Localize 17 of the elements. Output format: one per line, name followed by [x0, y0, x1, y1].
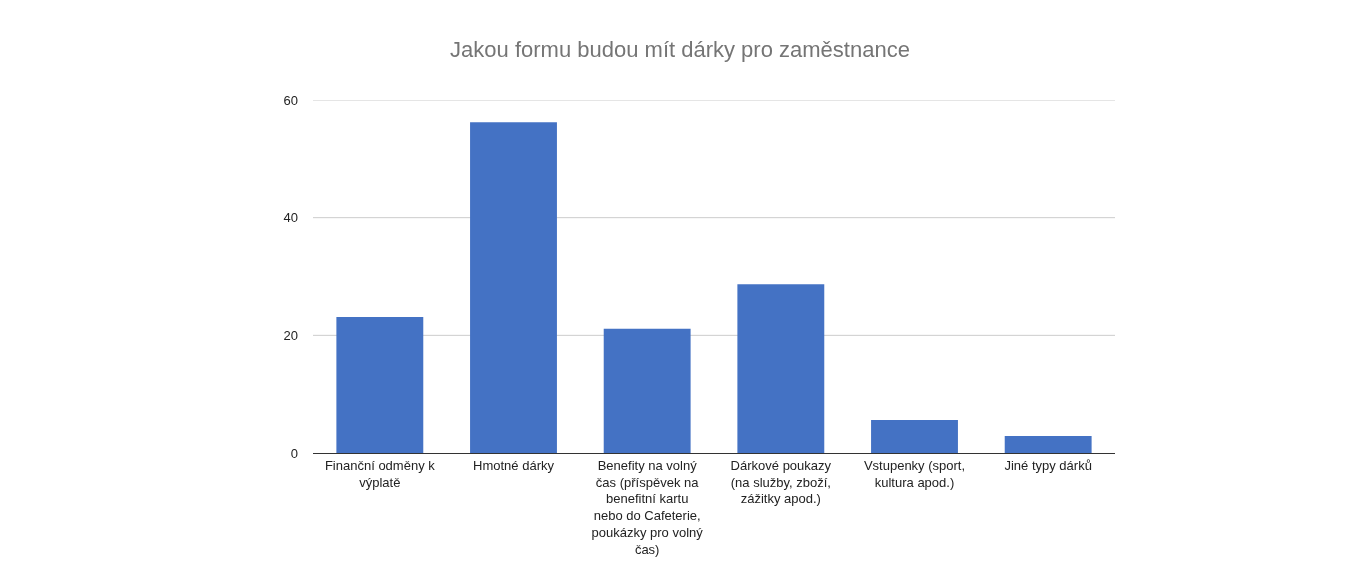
bar	[871, 420, 958, 453]
bar	[603, 328, 691, 453]
y-tick-label: 0	[290, 445, 298, 461]
x-tick-label: Dárkové poukazy (na služby, zboží, zážitky apod.)	[730, 457, 832, 507]
bar	[336, 317, 424, 453]
bar	[737, 284, 825, 453]
y-tick-label: 40	[283, 210, 298, 226]
x-tick-label: Hmotné dárky	[473, 457, 555, 473]
x-tick-label: Vstupenky (sport, kultura apod.)	[863, 457, 966, 490]
y-tick-label: 60	[283, 92, 298, 108]
x-tick-label: Benefity na volný čas (příspěvek na benefitní kartu nebo do Cafeterie, poukázky pro volný čas)	[591, 457, 704, 558]
chart-title: Jakou formu budou mít dárky pro zaměstnance	[450, 37, 910, 63]
x-tick-label: Jiné typy dárků	[1004, 457, 1092, 473]
bar	[470, 122, 557, 453]
y-tick-label: 20	[283, 327, 298, 343]
bar	[1004, 435, 1092, 453]
x-tick-label: Finanční odměny k výplatě	[324, 457, 436, 490]
